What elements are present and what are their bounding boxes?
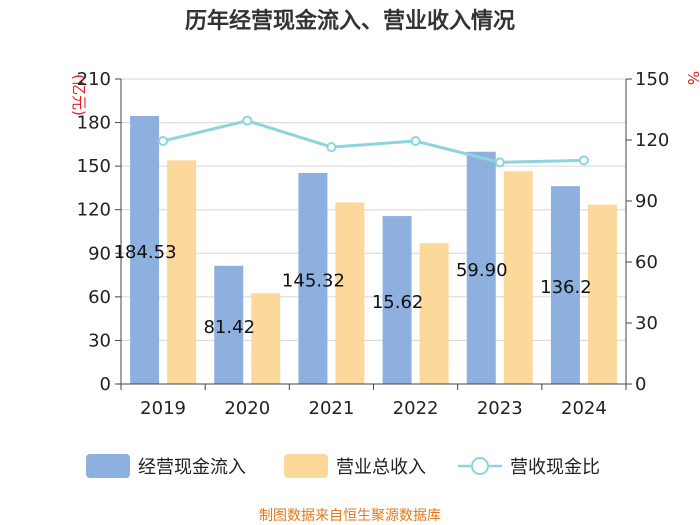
source-note: 制图数据来自恒生聚源数据库 [259, 508, 441, 524]
bar-value-label: 136.2 [540, 277, 592, 298]
legend: 经营现金流入 营业总收入 营收现金比 [86, 454, 600, 478]
ratio-point [158, 136, 169, 147]
legend-label: 营收现金比 [510, 457, 600, 478]
x-tick-label: 2019 [140, 398, 186, 419]
y-axis-right-unit: % [684, 71, 700, 85]
bar-cash-inflow [214, 265, 244, 384]
x-tick-label: 2020 [224, 398, 270, 419]
y-left-tick-label: 120 [77, 200, 111, 221]
bar-value-label: 59.90 [456, 260, 508, 281]
bar-value-label: 15.62 [372, 292, 424, 313]
bar-cash-inflow [130, 115, 160, 385]
bar-revenue [251, 293, 281, 384]
bar-cash-inflow [466, 151, 496, 384]
bar-revenue [167, 160, 197, 384]
y-right-tick-label: 120 [635, 130, 669, 151]
ratio-point [410, 136, 421, 147]
y-axis-left-unit: (亿元) [70, 74, 88, 116]
bar-value-label: 81.42 [203, 317, 255, 338]
ratio-point [242, 115, 253, 126]
legend-label: 营业总收入 [336, 457, 426, 478]
legend-line-marker [471, 457, 489, 475]
bars [130, 115, 617, 385]
bar-cash-inflow [382, 216, 412, 384]
bar-value-label: 184.53 [114, 242, 177, 263]
y-right-tick-label: 60 [635, 252, 658, 273]
chart-title: 历年经营现金流入、营业收入情况 [185, 8, 515, 34]
axes: 0 30 60 90 120 150 180 210 0 30 60 90 120 150 2019 2020… [77, 69, 670, 419]
y-left-tick-label: 60 [88, 287, 111, 308]
ratio-line-path [162, 119, 584, 164]
y-right-tick-label: 0 [635, 374, 646, 395]
bar-revenue [503, 171, 533, 384]
y-left-tick-label: 30 [88, 330, 111, 351]
y-left-tick-label: 210 [77, 69, 111, 90]
x-tick-label: 2021 [309, 398, 355, 419]
bar-value-label: 145.32 [282, 270, 345, 291]
legend-label: 经营现金流入 [138, 457, 246, 478]
y-left-tick-label: 90 [88, 243, 111, 264]
legend-swatch [86, 454, 130, 478]
gridlines [121, 78, 626, 341]
ratio-point [326, 142, 337, 153]
y-left-tick-label: 0 [100, 374, 111, 395]
ratio-line [158, 115, 589, 168]
bar-cash-inflow [550, 186, 580, 384]
bar-cash-inflow [298, 172, 328, 384]
bar-revenue [335, 202, 365, 384]
ratio-point [578, 155, 589, 166]
y-left-tick-label: 150 [77, 156, 111, 177]
legend-swatch [284, 454, 328, 478]
data-labels: 184.53 81.42 145.32 15.62 59.90 136.2 [114, 242, 592, 338]
y-right-tick-label: 150 [635, 69, 669, 90]
ratio-point [494, 157, 505, 168]
bar-revenue [419, 243, 449, 384]
y-right-tick-label: 30 [635, 313, 658, 334]
x-tick-label: 2023 [477, 398, 523, 419]
y-right-tick-label: 90 [635, 191, 658, 212]
y-left-tick-label: 180 [77, 113, 111, 134]
x-tick-label: 2024 [561, 398, 607, 419]
x-tick-label: 2022 [393, 398, 439, 419]
bar-revenue [587, 204, 617, 384]
